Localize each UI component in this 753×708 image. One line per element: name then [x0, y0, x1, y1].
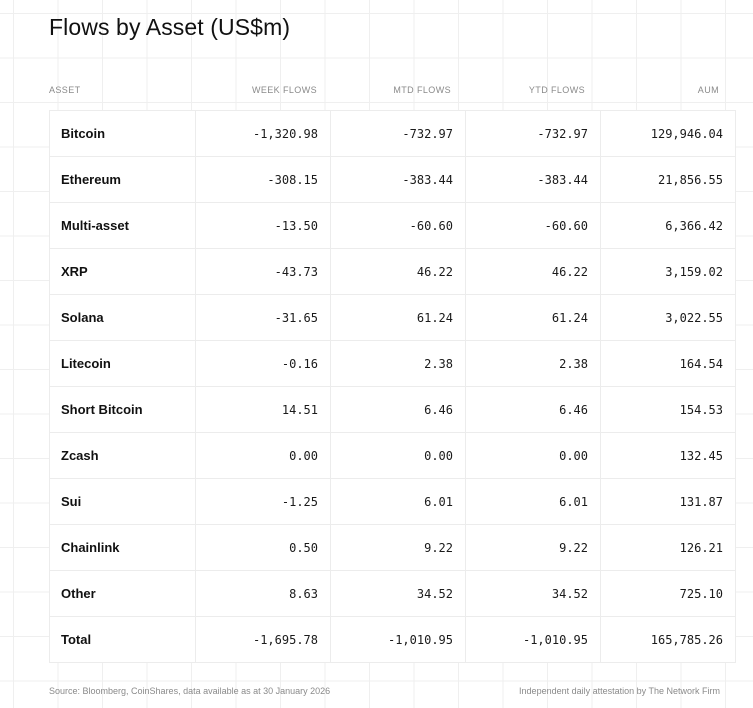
mtd-flows-cell: 61.24	[330, 294, 466, 341]
asset-cell: Sui	[49, 478, 196, 525]
asset-cell: Solana	[49, 294, 196, 341]
week-flows-cell: -13.50	[195, 202, 331, 249]
week-flows-cell: -43.73	[195, 248, 331, 295]
aum-cell: 3,022.55	[600, 294, 736, 341]
aum-cell: 132.45	[600, 432, 736, 479]
asset-cell: Ethereum	[49, 156, 196, 203]
table-row: Chainlink 0.50 9.22 9.22 126.21	[49, 524, 736, 571]
mtd-flows-cell: -383.44	[330, 156, 466, 203]
asset-cell: Multi-asset	[49, 202, 196, 249]
week-flows-cell: -1,320.98	[195, 110, 331, 157]
mtd-flows-cell: -732.97	[330, 110, 466, 157]
aum-cell: 164.54	[600, 340, 736, 387]
ytd-flows-cell: 61.24	[465, 294, 601, 341]
ytd-flows-cell: 0.00	[465, 432, 601, 479]
table-row: Multi-asset -13.50 -60.60 -60.60 6,366.42	[49, 202, 736, 249]
table-row: Other 8.63 34.52 34.52 725.10	[49, 570, 736, 617]
chart-title: Flows by Asset (US$m)	[49, 14, 291, 40]
week-flows-cell: 8.63	[195, 570, 331, 617]
mtd-flows-cell: 6.01	[330, 478, 466, 525]
ytd-flows-cell: 6.01	[465, 478, 601, 525]
mtd-flows-cell: -1,010.95	[330, 616, 466, 663]
week-flows-cell: 0.50	[195, 524, 331, 571]
week-flows-cell: -0.16	[195, 340, 331, 387]
aum-cell: 129,946.04	[600, 110, 736, 157]
column-header-mtd-flows: MTD FLOWS	[393, 85, 451, 95]
week-flows-cell: -31.65	[195, 294, 331, 341]
table-row: Litecoin -0.16 2.38 2.38 164.54	[49, 340, 736, 387]
asset-cell: Zcash	[49, 432, 196, 479]
aum-cell: 154.53	[600, 386, 736, 433]
week-flows-cell: -1,695.78	[195, 616, 331, 663]
ytd-flows-cell: 6.46	[465, 386, 601, 433]
ytd-flows-cell: -1,010.95	[465, 616, 601, 663]
mtd-flows-cell: 2.38	[330, 340, 466, 387]
table-row: XRP -43.73 46.22 46.22 3,159.02	[49, 248, 736, 295]
mtd-flows-cell: 0.00	[330, 432, 466, 479]
table-row: Sui -1.25 6.01 6.01 131.87	[49, 478, 736, 525]
aum-cell: 21,856.55	[600, 156, 736, 203]
aum-cell: 131.87	[600, 478, 736, 525]
table-row: Short Bitcoin 14.51 6.46 6.46 154.53	[49, 386, 736, 433]
mtd-flows-cell: -60.60	[330, 202, 466, 249]
column-header-ytd-flows: YTD FLOWS	[528, 85, 585, 95]
table-row: Solana -31.65 61.24 61.24 3,022.55	[49, 294, 736, 341]
table-body: Bitcoin -1,320.98 -732.97 -732.97 129,946.04…	[49, 110, 736, 663]
aum-cell: 725.10	[600, 570, 736, 617]
column-header-week-flows: WEEK FLOWS	[251, 85, 317, 95]
aum-cell: 3,159.02	[600, 248, 736, 295]
total-row: Total -1,695.78 -1,010.95 -1,010.95 165,785.…	[49, 616, 736, 663]
asset-cell: Litecoin	[49, 340, 196, 387]
ytd-flows-cell: -60.60	[465, 202, 601, 249]
aum-cell: 6,366.42	[600, 202, 736, 249]
table-row: Zcash 0.00 0.00 0.00 132.45	[49, 432, 736, 479]
column-header-asset: ASSET	[49, 85, 81, 95]
attestation-note: Independent daily attestation by The Net…	[519, 686, 720, 696]
table-header: ASSET WEEK FLOWS MTD FLOWS YTD FLOWS AUM	[49, 85, 719, 99]
aum-cell: 126.21	[600, 524, 736, 571]
ytd-flows-cell: 2.38	[465, 340, 601, 387]
week-flows-cell: -308.15	[195, 156, 331, 203]
ytd-flows-cell: 34.52	[465, 570, 601, 617]
aum-cell: 165,785.26	[600, 616, 736, 663]
flows-table: Bitcoin -1,320.98 -732.97 -732.97 129,946.04…	[49, 110, 736, 663]
week-flows-cell: 0.00	[195, 432, 331, 479]
asset-cell: Other	[49, 570, 196, 617]
asset-cell: Short Bitcoin	[49, 386, 196, 433]
asset-cell: Total	[49, 616, 196, 663]
ytd-flows-cell: -383.44	[465, 156, 601, 203]
week-flows-cell: 14.51	[195, 386, 331, 433]
asset-cell: XRP	[49, 248, 196, 295]
asset-cell: Bitcoin	[49, 110, 196, 157]
mtd-flows-cell: 34.52	[330, 570, 466, 617]
mtd-flows-cell: 9.22	[330, 524, 466, 571]
ytd-flows-cell: 46.22	[465, 248, 601, 295]
source-note: Source: Bloomberg, CoinShares, data avai…	[49, 686, 331, 696]
ytd-flows-cell: 9.22	[465, 524, 601, 571]
column-header-aum: AUM	[697, 85, 719, 95]
mtd-flows-cell: 46.22	[330, 248, 466, 295]
ytd-flows-cell: -732.97	[465, 110, 601, 157]
week-flows-cell: -1.25	[195, 478, 331, 525]
asset-cell: Chainlink	[49, 524, 196, 571]
table-row: Ethereum -308.15 -383.44 -383.44 21,856.55	[49, 156, 736, 203]
table-row: Bitcoin -1,320.98 -732.97 -732.97 129,946.04	[49, 110, 736, 157]
mtd-flows-cell: 6.46	[330, 386, 466, 433]
